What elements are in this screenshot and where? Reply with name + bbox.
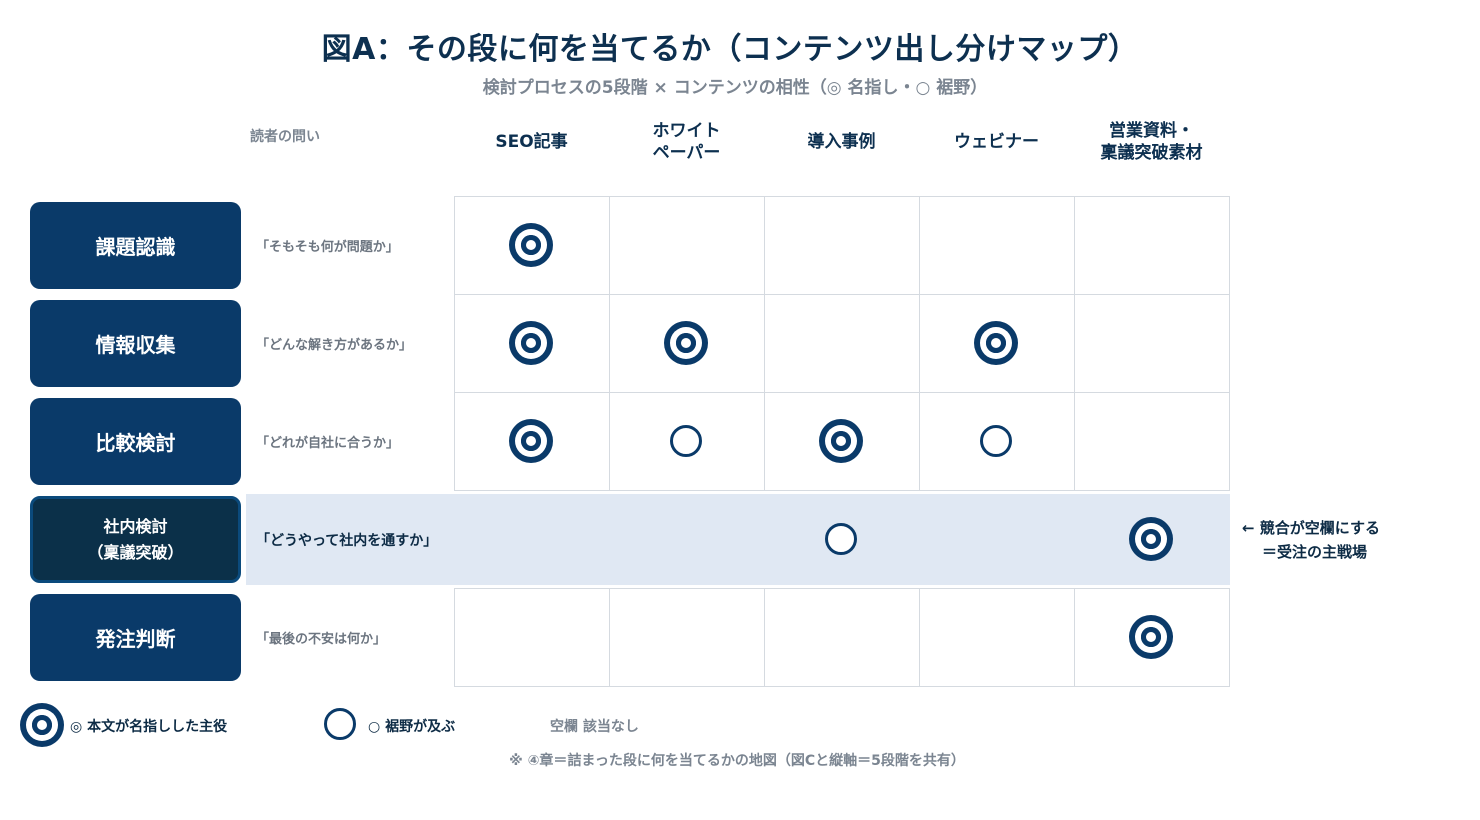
stage-comparison: 比較検討 [30, 398, 241, 485]
grid-row-line [454, 588, 1230, 589]
callout-line-2: ＝受注の主戦場 [1262, 543, 1368, 561]
grid-column-line [764, 196, 765, 490]
double-circle-icon [664, 321, 708, 365]
grid-column-line [1074, 588, 1075, 687]
double-circle-icon [1129, 517, 1173, 561]
single-circle-icon [670, 425, 702, 457]
reader-question: 「そもそも何が問題か」 [256, 240, 399, 255]
legend-double-label: ◎ 本文が名指しした主役 [70, 719, 228, 735]
double-circle-icon [509, 321, 553, 365]
grid-column-line [1229, 196, 1230, 490]
double-circle-icon [974, 321, 1018, 365]
grid-row-line [454, 686, 1230, 687]
grid-column-line [609, 588, 610, 687]
callout-annotation: ← 競合が空欄にする ＝受注の主戦場 [1242, 516, 1380, 564]
column-header-whitepaper: ホワイト ペーパー [652, 121, 721, 163]
grid-column-line [454, 588, 455, 687]
footnote: ※ ④章＝詰まった段に何を当てるかの地図（図Cと縦軸＝5段階を共有） [509, 753, 965, 769]
diagram-subtitle: 検討プロセスの5段階 × コンテンツの相性（◎ 名指し・○ 裾野） [482, 78, 988, 98]
grid-column-line [764, 588, 765, 687]
grid-column-line [454, 196, 455, 490]
stage-decision: 発注判断 [30, 594, 241, 681]
double-circle-icon [819, 419, 863, 463]
stage-information: 情報収集 [30, 300, 241, 387]
column-header-case-study: 導入事例 [807, 132, 876, 152]
diagram-title: 図A：その段に何を当てるか（コンテンツ出し分けマップ） [321, 32, 1139, 67]
double-circle-icon [509, 223, 553, 267]
column-header-seo: SEO記事 [495, 132, 568, 152]
double-circle-icon [509, 419, 553, 463]
stage-internal-review: 社内検討 （稟議突破） [30, 496, 241, 583]
reader-question: 「どんな解き方があるか」 [256, 338, 413, 353]
grid-column-line [609, 196, 610, 490]
grid-row-line [454, 196, 1230, 197]
grid-column-line [1229, 588, 1230, 687]
legend-double-circle-icon [20, 703, 64, 747]
grid-column-line [919, 588, 920, 687]
grid-column-line [1074, 196, 1075, 490]
column-header-sales-material: 営業資料・ 稟議突破素材 [1100, 121, 1203, 163]
grid-row-line [454, 392, 1230, 393]
stage-awareness: 課題認識 [30, 202, 241, 289]
reader-question: 「どれが自社に合うか」 [256, 436, 400, 451]
legend-blank-label: 空欄 該当なし [550, 719, 639, 735]
column-header-webinar: ウェビナー [954, 132, 1039, 152]
grid-row-line [454, 490, 1230, 491]
reader-question: 「最後の不安は何か」 [256, 632, 387, 647]
grid-row-line [454, 294, 1230, 295]
grid-column-line [919, 196, 920, 490]
double-circle-icon [1129, 615, 1173, 659]
reader-question: 「どうやって社内を通すか」 [256, 532, 438, 549]
single-circle-icon [980, 425, 1012, 457]
single-circle-icon [825, 523, 857, 555]
callout-line-1: ← 競合が空欄にする [1242, 519, 1380, 537]
legend-single-label: ○ 裾野が及ぶ [368, 719, 456, 735]
question-column-header: 読者の問い [250, 129, 320, 145]
highlight-row-band [246, 494, 1230, 585]
legend-single-circle-icon [324, 708, 356, 740]
